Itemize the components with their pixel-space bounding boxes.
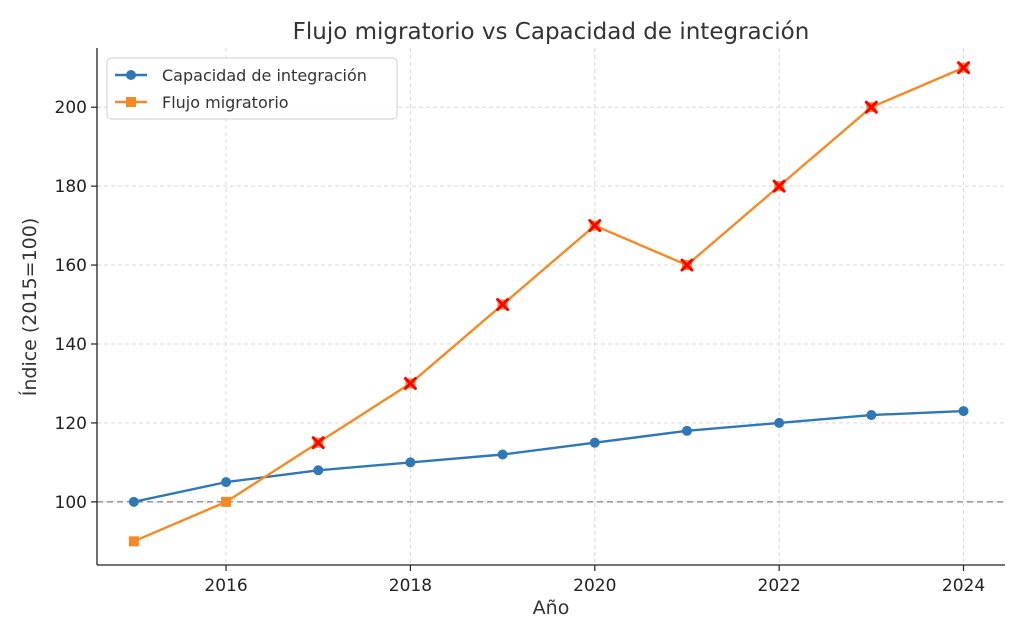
- axes: [96, 48, 1005, 566]
- capacidad-de-integraci-n-point: [589, 437, 600, 448]
- x-axis-label: Año: [533, 597, 570, 619]
- capacidad-de-integraci-n-point: [313, 465, 324, 476]
- capacidad-de-integraci-n-point: [405, 457, 416, 468]
- series-layer: [128, 62, 969, 547]
- x-tick-label: 2018: [389, 576, 432, 596]
- capacidad-de-integraci-n-point: [221, 477, 232, 488]
- y-tick-label: 200: [55, 98, 87, 118]
- flujo-migratorio-point: [221, 496, 232, 507]
- highlight-x-marker: [864, 100, 878, 114]
- capacidad-de-integraci-n-point: [958, 406, 969, 417]
- chart-title: Flujo migratorio vs Capacidad de integra…: [293, 19, 810, 45]
- legend-flujo-migratorio-label: Flujo migratorio: [162, 93, 289, 112]
- y-tick-label: 180: [55, 177, 87, 197]
- capacidad-de-integraci-n-point: [774, 417, 785, 428]
- x-tick-label: 2024: [942, 576, 985, 596]
- highlight-x-marker: [403, 376, 417, 390]
- capacidad-de-integraci-n-point: [681, 425, 692, 436]
- capacidad-de-integraci-n-point: [128, 496, 139, 507]
- x-axis-ticks: 2016 2018 2020 2022 2024: [204, 565, 985, 596]
- highlight-x-marker: [311, 436, 325, 450]
- flujo-migratorio-line: [133, 66, 964, 543]
- y-tick-label: 100: [55, 493, 87, 513]
- highlight-x-marker: [588, 219, 602, 233]
- highlight-x-marker: [772, 179, 786, 193]
- legend-capacidad-de-integraci-n-label: Capacidad de integración: [162, 66, 367, 85]
- legend-flujo-migratorio-marker: [126, 97, 136, 107]
- legend: Capacidad de integración Flujo migratorio: [106, 57, 398, 120]
- highlight-x-marker: [957, 61, 971, 75]
- x-tick-label: 2022: [758, 576, 801, 596]
- y-tick-label: 140: [55, 335, 87, 355]
- x-tick-label: 2020: [573, 576, 616, 596]
- capacidad-de-integraci-n-point: [497, 449, 508, 460]
- y-tick-label: 120: [55, 414, 87, 434]
- y-tick-label: 160: [55, 256, 87, 276]
- x-tick-label: 2016: [204, 576, 247, 596]
- y-axis-label: Índice (2015=100): [18, 218, 41, 397]
- highlight-x-marker: [496, 298, 510, 312]
- grid-lines: [97, 48, 1005, 565]
- legend-box: [106, 57, 398, 120]
- flujo-migratorio-point: [128, 536, 139, 547]
- highlight-markers: [311, 61, 971, 450]
- capacidad-de-integraci-n-point: [866, 410, 877, 421]
- legend-capacidad-de-integraci-n-marker: [126, 70, 136, 80]
- capacidad-de-integraci-n-line: [133, 409, 964, 504]
- highlight-x-marker: [680, 258, 694, 272]
- y-axis-ticks: 100 120 140 160 180 200: [55, 98, 97, 513]
